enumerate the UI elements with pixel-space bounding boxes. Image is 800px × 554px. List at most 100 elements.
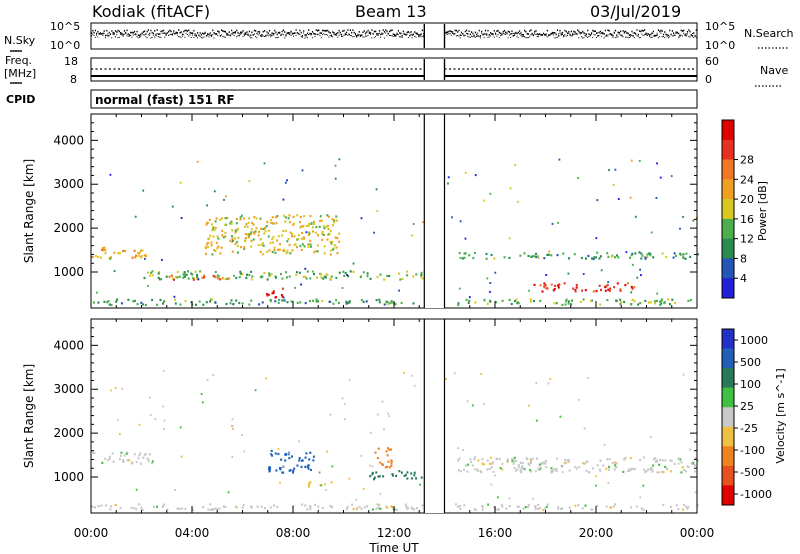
cell-power: [390, 300, 393, 303]
cell-velocity: [683, 468, 686, 471]
cell-velocity: [463, 468, 465, 471]
cell-velocity-sparse: [201, 401, 204, 404]
velocity-colorbar: 1000 500 100 25 -25 -100 -500 -1000: [721, 328, 772, 506]
cell-power: [244, 237, 247, 240]
cell-power: [236, 229, 239, 232]
cell-power: [330, 242, 333, 245]
cell-velocity: [629, 469, 632, 472]
cell-power: [674, 301, 677, 305]
cell-velocity: [307, 485, 310, 488]
cell-power-sparse: [373, 231, 375, 234]
cell-power: [669, 303, 671, 306]
cell-power: [286, 276, 288, 279]
cell-power: [314, 231, 317, 234]
cell-velocity: [413, 471, 416, 474]
cell-power-sparse: [196, 160, 199, 163]
cell-power: [299, 221, 301, 224]
cell-power: [309, 277, 312, 280]
cell-power: [231, 250, 234, 253]
cell-velocity-sparse: [656, 471, 659, 474]
cell-power: [332, 302, 335, 305]
cell-velocity: [501, 462, 504, 465]
cell-power: [379, 273, 382, 276]
cell-power: [270, 273, 273, 276]
cell-power: [244, 239, 247, 242]
velocity-scatter: [91, 369, 699, 512]
cell-power: [259, 250, 262, 254]
cell-power: [289, 231, 292, 234]
cell-velocity: [550, 467, 553, 470]
cell-velocity: [400, 471, 403, 474]
noise-strip: N.Sky 10^5 10^0 10^5 10^0 N.Search: [4, 20, 794, 52]
cell-velocity: [390, 448, 392, 451]
cell-power: [267, 235, 270, 238]
cell-power: [268, 274, 271, 277]
cell-power: [108, 303, 111, 306]
cell-power: [229, 302, 232, 305]
cell-velocity: [118, 458, 121, 461]
cell-power: [270, 221, 273, 224]
cell-power: [203, 276, 206, 279]
cell-power-sparse: [509, 187, 512, 190]
cell-power: [304, 275, 307, 278]
cell-power: [523, 252, 526, 255]
power-panel: 1000 2000 3000 4000 Slant Range [km] 4 8 12 16…: [22, 113, 769, 309]
cell-power: [271, 250, 274, 254]
cell-power: [629, 256, 631, 259]
cell-velocity: [192, 508, 194, 511]
velocity-axes: 1000 2000 3000 4000: [53, 319, 698, 513]
cell-power: [420, 273, 423, 277]
cell-velocity-sparse: [483, 402, 485, 405]
cell-velocity: [527, 503, 530, 507]
cell-velocity: [673, 462, 676, 465]
cell-velocity: [681, 508, 684, 511]
cell-velocity: [531, 457, 534, 460]
cell-power-sparse: [468, 296, 471, 299]
cell-power: [541, 290, 544, 293]
cell-velocity: [141, 508, 144, 512]
cell-power: [224, 277, 227, 281]
cell-power: [568, 257, 570, 260]
cell-power: [144, 255, 147, 258]
cell-power: [298, 271, 301, 274]
cell-power: [598, 284, 601, 287]
cell-velocity: [260, 505, 263, 508]
cell-power: [313, 251, 316, 254]
cell-velocity: [540, 462, 543, 465]
cell-power: [322, 233, 325, 236]
ytick-label: 2000: [53, 221, 84, 235]
cell-power: [99, 256, 102, 259]
cell-velocity: [304, 456, 307, 459]
cell-power: [214, 249, 217, 252]
cell-power: [641, 254, 644, 257]
cell-power: [108, 257, 111, 260]
cell-velocity-sparse: [135, 488, 138, 491]
cell-power-sparse: [630, 159, 633, 162]
cell-power: [208, 237, 210, 240]
cell-power: [312, 299, 314, 302]
cell-power: [308, 223, 310, 226]
cell-velocity: [403, 474, 406, 477]
cpid-value: normal (fast) 151 RF: [95, 93, 235, 107]
cell-power: [295, 271, 298, 274]
cell-power: [266, 220, 269, 224]
cell-power-sparse: [173, 295, 176, 298]
cell-power: [127, 298, 130, 301]
cell-velocity-sparse: [577, 398, 580, 401]
cell-velocity: [329, 504, 332, 508]
cell-power: [346, 301, 349, 304]
cell-power: [286, 301, 289, 304]
cell-power: [97, 255, 100, 258]
colorbar-tick-label: 8: [740, 252, 747, 265]
cell-power: [465, 298, 468, 301]
cell-velocity: [184, 507, 187, 510]
cell-power: [352, 270, 355, 273]
cell-power: [206, 221, 209, 224]
cell-power: [378, 298, 381, 301]
cell-power: [253, 216, 256, 219]
cell-power-sparse: [286, 179, 288, 182]
cell-power: [663, 301, 666, 304]
cell-power-sparse: [375, 188, 378, 191]
cell-power: [296, 301, 299, 304]
cell-power: [304, 302, 307, 305]
